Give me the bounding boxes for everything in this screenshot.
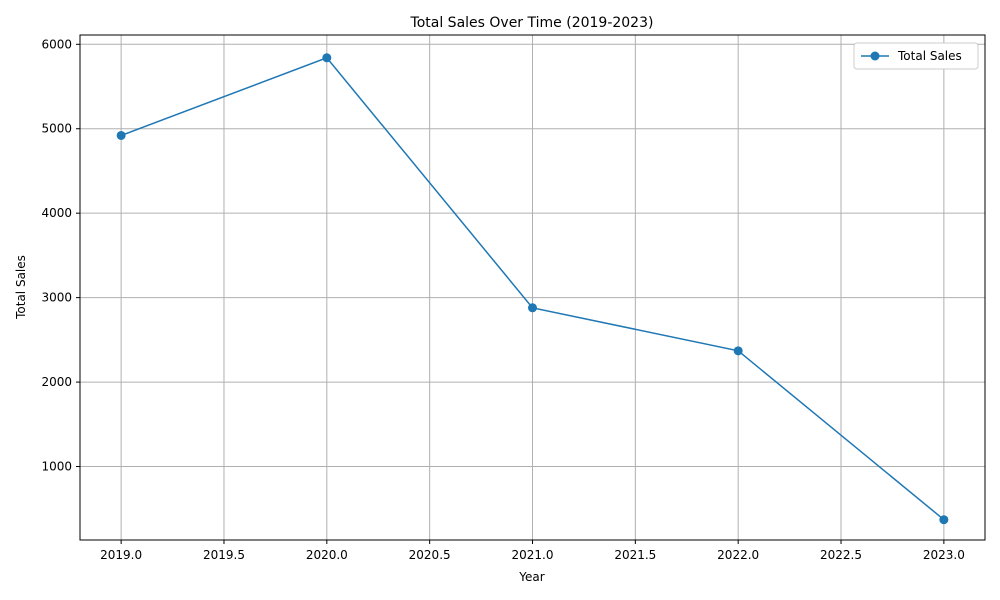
chart-title: Total Sales Over Time (2019-2023)	[410, 15, 654, 31]
legend-box	[853, 42, 979, 70]
data-point	[528, 303, 537, 313]
y-axis-ticks: 1000 2000 3000 4000 5000 6000	[41, 37, 80, 474]
legend-marker-swatch	[870, 51, 880, 61]
x-tick-label: 2022.5	[820, 548, 862, 562]
y-tick-label: 2000	[41, 375, 72, 389]
x-tick-label: 2021.5	[614, 548, 656, 562]
x-tick-label: 2020.5	[409, 548, 451, 562]
x-tick-label: 2022.0	[717, 548, 759, 562]
legend-label: Total Sales	[897, 49, 962, 63]
x-axis-label: Year	[518, 570, 544, 584]
x-tick-label: 2023.0	[923, 548, 965, 562]
y-tick-label: 5000	[41, 122, 72, 136]
data-point	[733, 346, 743, 356]
data-point	[116, 130, 126, 140]
x-axis-ticks: 2019.0 2019.5 2020.0 2020.5 2021.0 2021.5 2022…	[100, 540, 965, 562]
y-tick-label: 6000	[41, 37, 72, 51]
y-tick-label: 3000	[41, 291, 72, 305]
legend: Total Sales	[853, 42, 979, 70]
x-tick-label: 2021.0	[512, 548, 554, 562]
data-point	[939, 515, 949, 525]
series-layer	[116, 53, 949, 525]
x-tick-label: 2019.0	[100, 548, 142, 562]
y-tick-label: 4000	[41, 206, 72, 220]
y-tick-label: 1000	[41, 460, 72, 474]
y-axis-label: Total Sales	[14, 255, 28, 320]
x-tick-label: 2019.5	[203, 548, 245, 562]
x-tick-label: 2020.0	[306, 548, 348, 562]
grid-lines	[80, 35, 985, 540]
data-point	[322, 53, 332, 63]
